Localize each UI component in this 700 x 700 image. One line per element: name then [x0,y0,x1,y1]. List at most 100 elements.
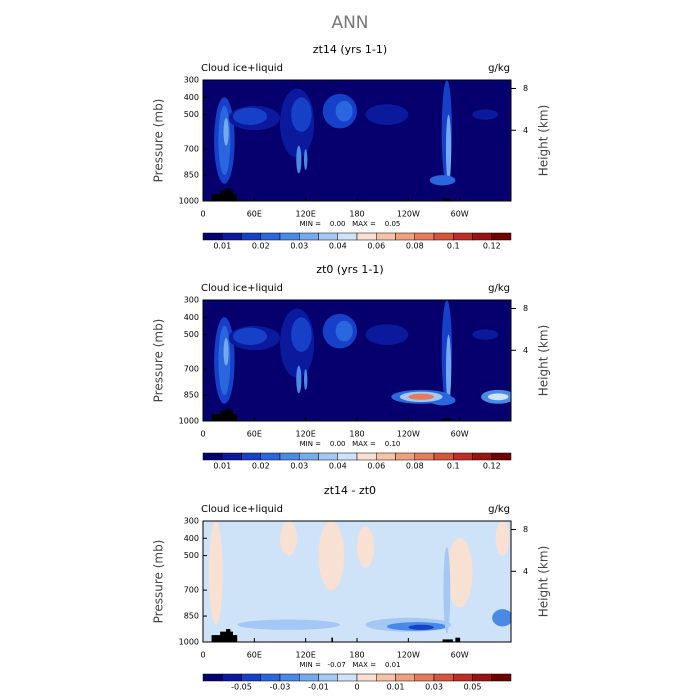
y-tick-label: 700 [184,145,199,154]
colorbar-box [433,673,454,682]
y-tick-label: 850 [184,171,199,180]
y-axis-label: Pressure (mb) [152,319,166,403]
colorbar-label: 0.04 [329,242,347,251]
colorbar-box [433,452,454,461]
x-tick-label: 0 [200,210,205,219]
contour-region [303,369,308,390]
contour-region [223,118,229,146]
y-tick-label: 400 [184,313,199,322]
contour-field [203,300,511,421]
colorbar-box [318,673,338,682]
colorbar-label: 0.06 [367,242,385,251]
colorbar-box [472,232,492,241]
x-tick-label: 60W [451,430,469,439]
colorbar-box [414,452,435,461]
contour-region [446,538,473,608]
colorbar-label: 0.04 [329,462,347,471]
colorbar-label: 0.08 [406,242,424,251]
terrain [331,637,334,642]
x-tick-label: 0 [200,651,205,660]
colorbar-box [299,232,319,241]
x-tick-label: 180 [349,210,364,219]
contour-region [443,546,451,634]
colorbar-box [414,232,435,241]
field-label: Cloud ice+liquid [201,63,283,74]
y-tick-label: 500 [184,551,199,560]
colorbar-box [414,673,435,682]
contour-region [429,175,456,186]
colorbar-box [376,452,396,461]
y-tick-label: 300 [184,76,199,85]
stats-label: MIN = -0.07 MAX = 0.01 [299,661,400,669]
colorbar-box [491,232,512,241]
contour-region [291,97,312,132]
colorbar-box [337,673,358,682]
colorbar-box [241,673,261,682]
y-tick-label: 850 [184,612,199,621]
colorbar-label: 0.01 [213,242,231,251]
colorbar-box [318,232,338,241]
colorbar-box [279,673,300,682]
colorbar-box [279,232,300,241]
colorbar-label: 0 [354,683,359,692]
colorbar-box [472,673,492,682]
colorbar-label: 0.1 [447,462,460,471]
x-tick-label: 180 [349,430,364,439]
y-axis-label: Pressure (mb) [152,540,166,624]
terrain [442,198,452,201]
contour-region [408,624,434,630]
colorbar-box [222,452,242,461]
x-tick-label: 120W [397,651,420,660]
terrain [226,408,231,421]
colorbar-box [356,232,377,241]
colorbar-label: 0.01 [387,683,405,692]
x-tick-label: 60E [247,651,262,660]
contour-region [280,521,298,556]
y-tick-label: 500 [184,330,199,339]
field-label: Cloud ice+liquid [201,283,283,294]
panel-title: zt14 (yrs 1-1) [313,43,387,56]
colorbar-box [337,232,358,241]
x-tick-label: 0 [200,430,205,439]
terrain [442,418,452,421]
colorbar-box [318,452,338,461]
y-tick-label: 500 [184,110,199,119]
contour-region [208,521,223,625]
contour-region [296,145,302,174]
colorbar-box [260,673,281,682]
contour-region [296,365,302,394]
colorbar-box [299,673,319,682]
colorbar-box [222,232,242,241]
colorbar-label: 0.06 [367,462,385,471]
colorbar-label: -0.05 [231,683,252,692]
colorbar-label: 0.02 [252,242,270,251]
x-tick-label: 120W [397,430,420,439]
units-label: g/kg [488,504,510,515]
colorbar-label: -0.03 [270,683,291,692]
field-background [203,80,511,201]
y-tick-label: 300 [184,517,199,526]
contour-region [357,526,375,568]
colorbar-box [472,452,492,461]
colorbar-label: 0.1 [447,242,460,251]
y-tick-label: 700 [184,586,199,595]
colorbar-label: 0.02 [252,462,270,471]
contour-region [365,104,409,125]
colorbar-box [202,452,223,461]
y-axis-label: Pressure (mb) [152,99,166,183]
colorbar-box [279,452,300,461]
colorbar-box [376,673,396,682]
y-tick-label: 1000 [179,417,199,426]
contour-region [223,338,229,366]
y2-tick-label: 4 [523,567,528,576]
colorbar-label: 0.08 [406,462,424,471]
contour-region [492,609,511,627]
contour-region [232,107,268,125]
colorbar-box [299,452,319,461]
figure-title: ANN [331,13,368,33]
y2-tick-label: 8 [523,84,528,93]
y-tick-label: 300 [184,296,199,305]
colorbar-box [260,452,281,461]
y-tick-label: 1000 [179,197,199,206]
y-tick-label: 400 [184,534,199,543]
